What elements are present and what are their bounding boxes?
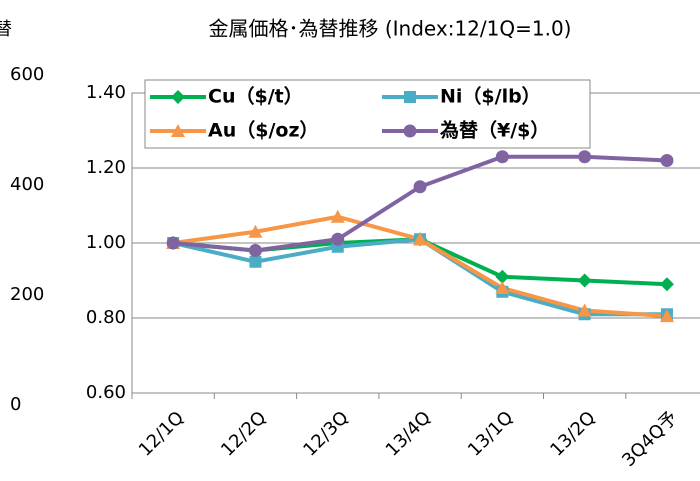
marker: [495, 281, 510, 294]
fragment-tick-label: 200: [10, 284, 44, 305]
fragment-title: 替: [0, 19, 12, 40]
marker: [659, 277, 674, 292]
marker: [413, 180, 427, 194]
y-tick-label: 1.40: [86, 82, 126, 103]
y-tick-label: 1.00: [86, 232, 126, 253]
x-tick-label: 3Q4Q予: [618, 407, 682, 471]
legend-label: Cu（$/t）: [208, 85, 303, 108]
series-line: [172, 214, 668, 319]
marker: [171, 90, 185, 104]
x-tick-label: 12/1Q: [135, 407, 188, 460]
marker: [248, 224, 263, 238]
marker: [495, 269, 510, 284]
fragment-tick-label: 600: [10, 64, 44, 85]
marker: [331, 232, 345, 246]
x-tick-label: 12/3Q: [299, 407, 352, 460]
fragment-tick-label: 400: [10, 174, 44, 195]
marker: [413, 232, 428, 246]
y-tick-label: 1.20: [86, 157, 126, 178]
legend-box: [144, 79, 591, 149]
legend-label: Ni（$/lb）: [440, 85, 541, 108]
x-tick-label: 13/4Q: [382, 407, 435, 460]
marker: [330, 209, 345, 223]
x-tick-label: 13/1Q: [464, 407, 517, 460]
marker: [166, 236, 180, 250]
marker: [495, 150, 509, 164]
chart-title: 金属価格･為替推移 (Index:12/1Q=1.0): [209, 17, 572, 41]
marker: [248, 244, 262, 257]
marker: [660, 154, 674, 167]
y-tick-label: 0.60: [86, 382, 126, 403]
marker: [659, 309, 674, 323]
y-tick-label: 0.80: [86, 307, 126, 328]
legend-label: 為替（¥/$）: [440, 119, 549, 142]
x-tick-label: 12/2Q: [217, 407, 270, 460]
marker: [578, 150, 592, 164]
marker: [577, 273, 592, 288]
marker: [171, 124, 185, 137]
x-tick-label: 13/2Q: [546, 407, 599, 460]
legend-label: Au（$/oz）: [208, 119, 319, 142]
fragment-tick-label: 0: [10, 394, 21, 415]
marker: [577, 303, 592, 317]
marker: [404, 91, 416, 103]
marker: [403, 124, 417, 138]
marker: [249, 255, 262, 268]
